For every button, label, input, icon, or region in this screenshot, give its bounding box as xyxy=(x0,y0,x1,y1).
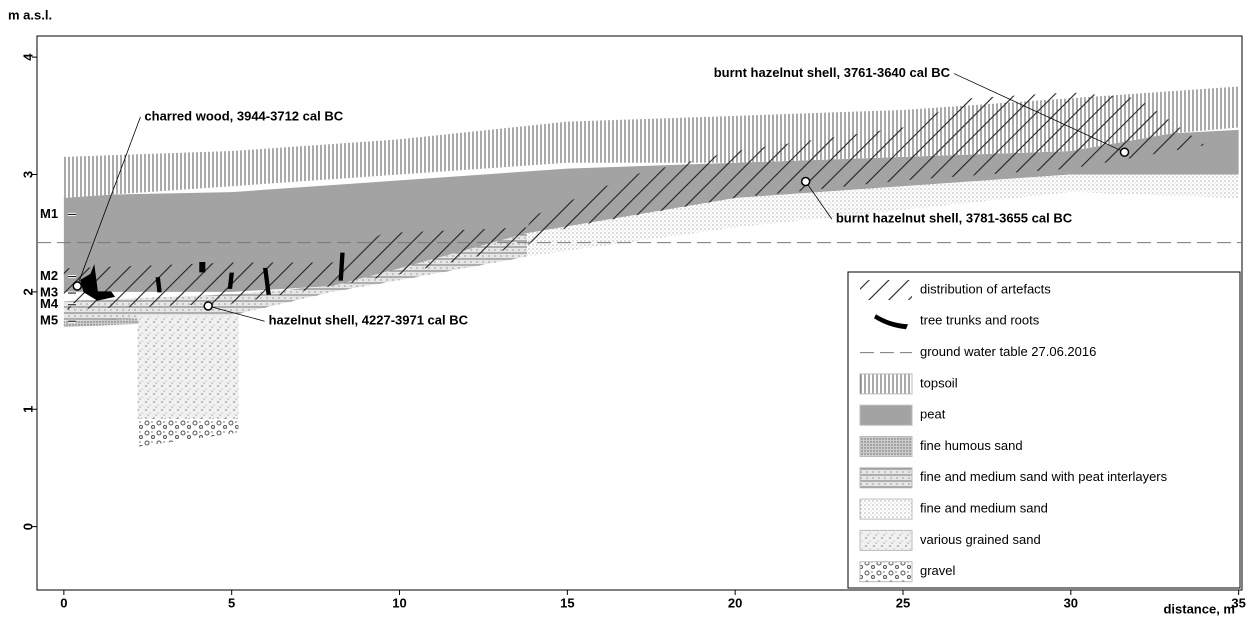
sample-label: charred wood, 3944-3712 cal BC xyxy=(144,108,343,123)
y-tick-label: 0 xyxy=(20,523,35,530)
legend-swatch xyxy=(859,561,913,583)
sample-point xyxy=(800,176,811,187)
marker-label: M3 xyxy=(40,284,58,299)
x-tick-label: 15 xyxy=(560,595,574,610)
legend-swatch xyxy=(860,280,912,300)
leader-line xyxy=(805,181,833,220)
legend-label: distribution of artefacts xyxy=(920,281,1051,296)
sample-point xyxy=(203,301,213,311)
legend-label: fine humous sand xyxy=(920,438,1023,453)
artefacts-area xyxy=(63,92,1206,310)
legend-swatch xyxy=(859,529,913,551)
legend-label: fine and medium sand xyxy=(920,501,1048,516)
plot-frame xyxy=(36,35,1243,591)
legend-swatch xyxy=(859,373,913,395)
sand-area xyxy=(527,174,1239,257)
legend-swatch xyxy=(859,467,913,489)
y-tick-label: 4 xyxy=(20,53,35,61)
tree-trunk xyxy=(338,252,345,281)
legend-label: peat xyxy=(920,407,946,422)
x-tick-label: 35 xyxy=(1231,595,1245,610)
leader-line xyxy=(953,73,1125,153)
legend-label: various grained sand xyxy=(920,532,1041,547)
leader-line xyxy=(208,305,265,322)
leader-line xyxy=(76,116,141,287)
x-tick-label: 5 xyxy=(228,595,235,610)
sample-label: burnt hazelnut shell, 3761-3640 cal BC xyxy=(714,65,951,80)
legend xyxy=(847,271,1241,589)
legend-label: gravel xyxy=(920,563,956,578)
legend-swatch xyxy=(859,404,913,426)
gravel-area xyxy=(137,418,239,447)
x-tick-label: 0 xyxy=(60,595,67,610)
y-tick-label: 1 xyxy=(20,406,35,413)
grained-sand-area xyxy=(137,315,239,439)
legend-swatch xyxy=(874,314,908,330)
y-tick-label: 2 xyxy=(20,288,35,295)
tree-trunk xyxy=(199,262,206,273)
tree-trunk xyxy=(262,267,271,295)
tree-trunk xyxy=(80,264,116,301)
sample-point xyxy=(72,281,83,291)
x-axis-label: distance, m xyxy=(1163,601,1235,616)
x-tick-label: 20 xyxy=(728,595,742,610)
legend-swatch xyxy=(859,436,913,457)
y-tick-label: 3 xyxy=(20,171,35,178)
legend-label: ground water table 27.06.2016 xyxy=(920,344,1096,359)
legend-swatch xyxy=(859,498,913,520)
sample-label: burnt hazelnut shell, 3781-3655 cal BC xyxy=(836,211,1073,226)
sample-label: hazelnut shell, 4227-3971 cal BC xyxy=(269,313,469,328)
legend-label: fine and medium sand with peat interlaye… xyxy=(920,469,1168,484)
y-axis-label: m a.s.l. xyxy=(8,7,52,22)
legend-label: topsoil xyxy=(920,375,958,390)
marker-label: M5 xyxy=(40,313,58,328)
sample-point xyxy=(1119,147,1130,157)
tree-trunk xyxy=(227,272,234,289)
marker-label: M2 xyxy=(40,268,58,283)
marker-label: M4 xyxy=(40,296,59,311)
tree-trunk xyxy=(155,277,162,293)
legend-label: tree trunks and roots xyxy=(920,313,1040,328)
x-tick-label: 10 xyxy=(392,595,406,610)
x-tick-label: 30 xyxy=(1064,595,1078,610)
x-tick-label: 25 xyxy=(896,595,910,610)
marker-label: M1 xyxy=(40,206,58,221)
